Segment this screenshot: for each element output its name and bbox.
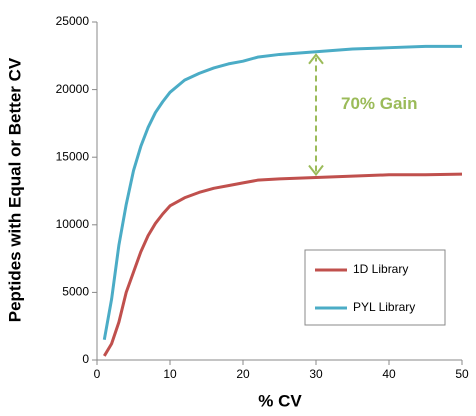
arrow-head <box>308 53 324 65</box>
legend-label: 1D Library <box>353 262 408 276</box>
x-tick-label: 0 <box>94 367 101 381</box>
x-tick-label: 50 <box>455 367 469 381</box>
x-tick-label: 40 <box>382 367 396 381</box>
y-tick-label: 10000 <box>56 217 90 231</box>
y-tick-label: 20000 <box>56 82 90 96</box>
x-axis-title: % CV <box>258 391 302 410</box>
y-tick-label: 0 <box>82 352 89 366</box>
x-tick-label: 20 <box>236 367 250 381</box>
annotation: 70% Gain <box>341 94 418 113</box>
y-axis-title: Peptides with Equal or Better CV <box>5 57 24 322</box>
x-tick-label: 30 <box>309 367 323 381</box>
y-tick-label: 5000 <box>62 285 89 299</box>
series-line <box>103 172 463 357</box>
legend-box <box>304 249 446 326</box>
y-tick-label: 25000 <box>56 14 90 28</box>
series-line <box>102 44 462 340</box>
y-tick-label: 15000 <box>56 149 90 163</box>
x-tick-label: 10 <box>163 367 177 381</box>
legend-label: PYL Library <box>353 300 415 314</box>
arrow-head <box>308 164 324 177</box>
